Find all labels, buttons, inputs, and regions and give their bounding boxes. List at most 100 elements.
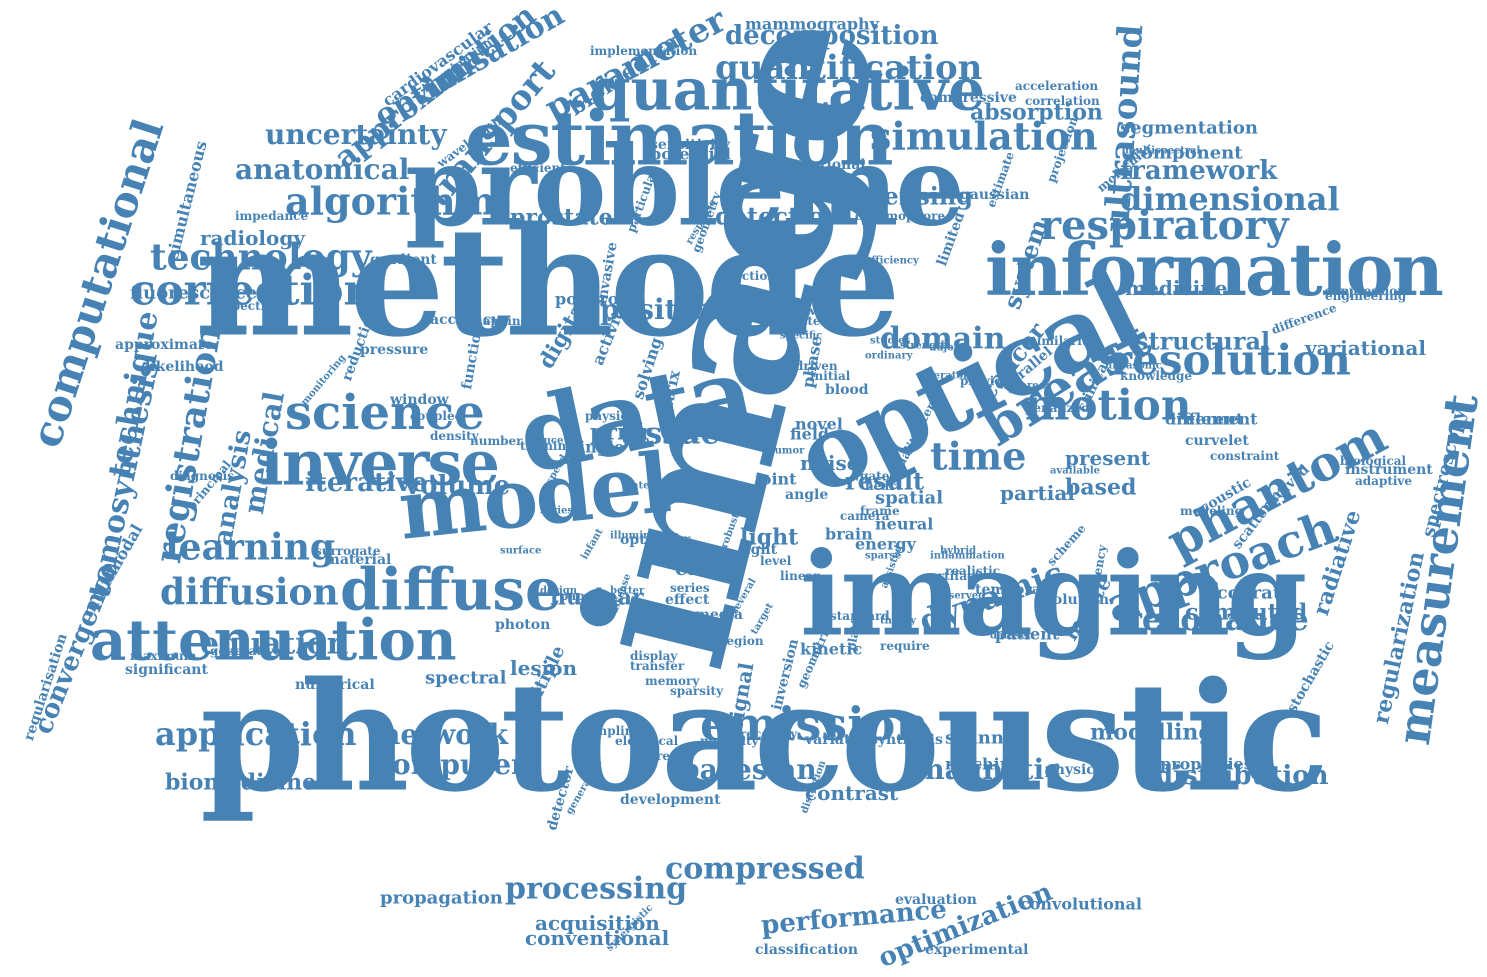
cloud-word: human bbox=[690, 298, 737, 313]
cloud-word: media bbox=[695, 607, 743, 624]
cloud-word: mapping bbox=[470, 313, 529, 328]
cloud-word: computed bbox=[1185, 599, 1308, 626]
cloud-word: single bbox=[570, 437, 625, 457]
cloud-word: transfer bbox=[630, 658, 685, 673]
cloud-word: prior bbox=[590, 419, 652, 446]
cloud-word: gated bbox=[860, 468, 898, 483]
cloud-word: require bbox=[880, 638, 930, 653]
cloud-word: inflammation bbox=[930, 550, 1005, 562]
cloud-word: contrast bbox=[805, 781, 899, 805]
cloud-word: design bbox=[540, 585, 578, 597]
cloud-word: level bbox=[760, 553, 792, 568]
cloud-word: acquisition bbox=[535, 911, 660, 935]
cloud-word: component bbox=[1130, 142, 1243, 164]
cloud-word: synthesis bbox=[870, 732, 943, 749]
cloud-word: gradient bbox=[370, 252, 437, 269]
cloud-word: fluorescence bbox=[130, 282, 258, 304]
cloud-word: heart bbox=[865, 478, 901, 493]
cloud-word: computer bbox=[375, 748, 526, 782]
cloud-word: present bbox=[1065, 446, 1151, 470]
cloud-word: dataset bbox=[990, 630, 1032, 642]
cloud-word: result bbox=[845, 466, 925, 496]
cloud-word: probleme bbox=[405, 121, 965, 251]
cloud-word: dimensional bbox=[1120, 179, 1340, 218]
cloud-word: efficiency bbox=[865, 255, 919, 267]
cloud-word: adaptive bbox=[1355, 473, 1413, 488]
cloud-word: radiology bbox=[200, 226, 305, 250]
cloud-word: significant bbox=[125, 662, 208, 679]
cloud-word: instrument bbox=[1345, 462, 1433, 479]
cloud-word: segmentation bbox=[1120, 117, 1258, 139]
cloud-word: network bbox=[380, 718, 509, 752]
cloud-word: different bbox=[1165, 409, 1244, 429]
cloud-word: learning bbox=[165, 526, 336, 569]
cloud-word: compressed bbox=[665, 851, 865, 887]
cloud-word: frame bbox=[860, 503, 900, 518]
cloud-word: tissue bbox=[620, 416, 720, 452]
cloud-word: sparsity bbox=[670, 683, 724, 698]
cloud-word: number bbox=[470, 433, 523, 448]
cloud-word: likelihood bbox=[145, 359, 224, 376]
cloud-word: available bbox=[1050, 465, 1100, 477]
cloud-word: biological bbox=[1340, 453, 1407, 468]
cloud-word: photoacoustic bbox=[200, 649, 1329, 826]
cloud-word: experimental bbox=[925, 942, 1029, 959]
cloud-word: classification bbox=[755, 942, 859, 959]
cloud-word: potential bbox=[650, 144, 731, 164]
cloud-word: theory bbox=[880, 615, 917, 627]
cloud-word: generative bbox=[210, 643, 282, 658]
cloud-word: partial bbox=[1000, 481, 1075, 505]
cloud-word: inverse bbox=[260, 426, 500, 500]
cloud-word: estimation bbox=[465, 94, 893, 183]
cloud-word: error bbox=[650, 532, 691, 549]
cloud-word: pressure bbox=[360, 342, 429, 359]
cloud-word: window bbox=[390, 392, 449, 409]
cloud-word: density bbox=[430, 428, 479, 443]
cloud-word: detection bbox=[715, 201, 842, 231]
cloud-word: machine bbox=[945, 754, 1022, 774]
cloud-word: based bbox=[1065, 474, 1137, 501]
cloud-word: compressive bbox=[920, 90, 1017, 107]
cloud-word: correlation bbox=[1025, 93, 1100, 108]
cloud-word: electrical bbox=[615, 733, 679, 748]
cloud-word: standard bbox=[830, 608, 890, 623]
cloud-word: region bbox=[720, 633, 764, 648]
cloud-word: observed bbox=[935, 590, 986, 602]
cloud-word: accuracy bbox=[430, 312, 500, 329]
cloud-word: modeling bbox=[1180, 503, 1243, 518]
cloud-word: diffuse bbox=[340, 555, 562, 624]
cloud-word: impedance bbox=[235, 208, 309, 223]
cloud-word: properties bbox=[1160, 754, 1253, 774]
cloud-word: methode bbox=[195, 194, 901, 371]
cloud-word: technology bbox=[150, 236, 372, 279]
cloud-word: studies bbox=[870, 335, 911, 347]
cloud-word: acceleration bbox=[1015, 78, 1099, 93]
cloud-word: coupled bbox=[410, 408, 464, 423]
cloud-word: modality bbox=[700, 733, 759, 748]
cloud-word: processing bbox=[505, 871, 688, 907]
cloud-word: gaussian bbox=[960, 187, 1030, 204]
cloud-word: propagation bbox=[380, 887, 503, 909]
cloud-word: joint bbox=[755, 469, 797, 489]
cloud-word: light bbox=[740, 542, 778, 559]
cloud-word: adjoint bbox=[930, 342, 970, 354]
cloud-word: illumination bbox=[610, 530, 680, 542]
cloud-word: approximate bbox=[115, 337, 214, 354]
cloud-word: surface bbox=[500, 545, 542, 557]
cloud-word: optic bbox=[620, 532, 660, 549]
cloud-word: science bbox=[285, 385, 485, 442]
cloud-word: algorithm bbox=[285, 178, 496, 224]
cloud-word: paper bbox=[560, 588, 599, 603]
cloud-word: sensing bbox=[870, 181, 974, 211]
cloud-word: operator bbox=[920, 370, 969, 382]
cloud-word: functional bbox=[785, 157, 866, 174]
cloud-word: resolution bbox=[1110, 335, 1351, 385]
cloud-word: strength bbox=[900, 340, 949, 352]
cloud-word: surrogate bbox=[315, 543, 381, 558]
cloud-word: physical bbox=[1045, 762, 1110, 779]
cloud-word: evaluation bbox=[895, 892, 977, 909]
cloud-word: respiratory bbox=[1040, 202, 1289, 249]
cloud-word: temporal bbox=[975, 582, 1047, 599]
cloud-word: solution bbox=[1045, 592, 1110, 609]
